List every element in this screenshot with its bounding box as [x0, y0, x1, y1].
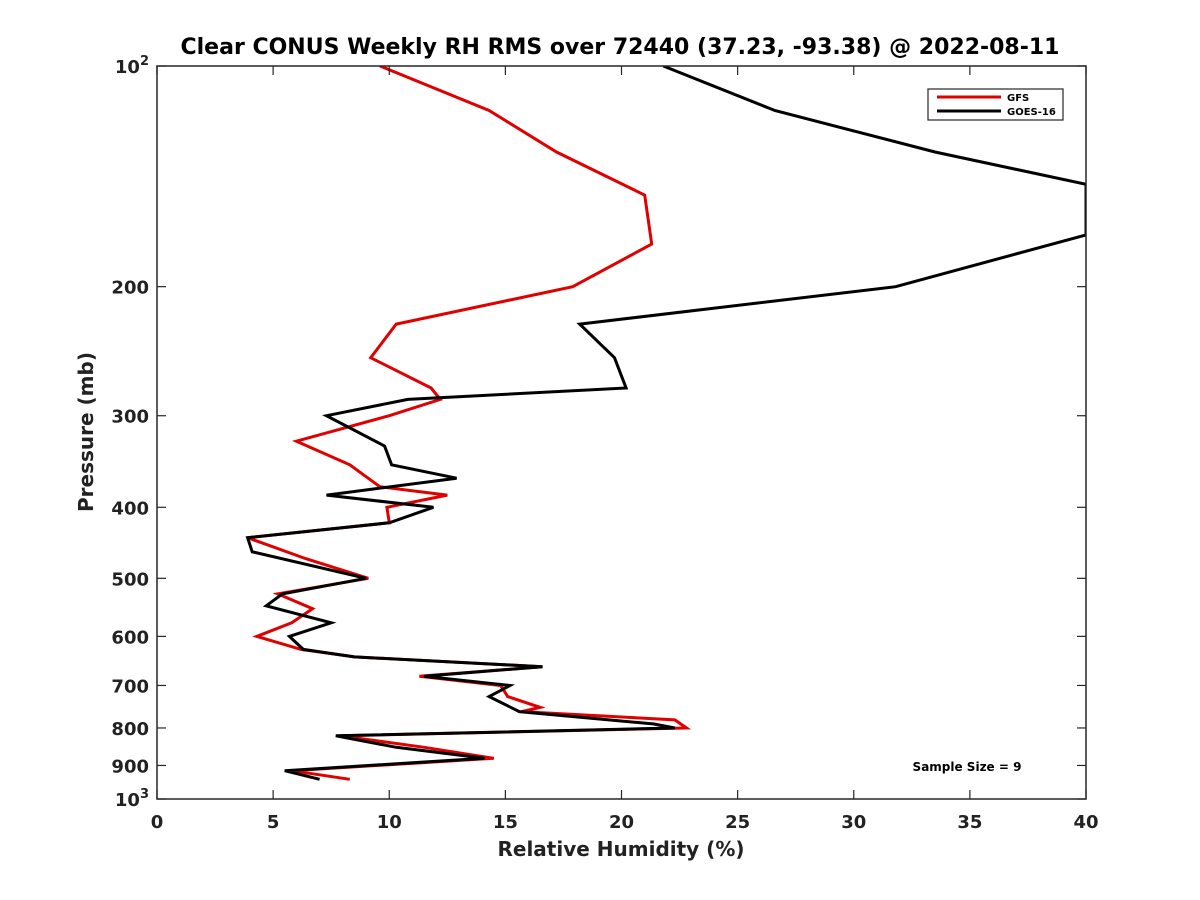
- y-tick-label: 600: [111, 627, 149, 648]
- y-tick-label: 200: [111, 278, 149, 299]
- x-tick-label: 40: [1073, 812, 1098, 833]
- legend: GFS GOES-16: [927, 88, 1064, 121]
- series-line-goes16: [245, 66, 1086, 781]
- x-tick-label: 25: [725, 812, 750, 833]
- x-tick-label: 35: [957, 812, 982, 833]
- x-axis: 0 5 10 15 20 25 30 35 40: [151, 66, 1099, 833]
- y-tick-label: 400: [111, 498, 149, 519]
- series-line-gfs: [247, 66, 692, 781]
- y-axis-label: Pressure (mb): [74, 352, 98, 512]
- y-tick-label: 102: [115, 54, 149, 78]
- chart-title: Clear CONUS Weekly RH RMS over 72440 (37…: [181, 35, 1060, 60]
- x-tick-label: 15: [493, 812, 518, 833]
- x-tick-label: 30: [841, 812, 866, 833]
- x-tick-label: 10: [377, 812, 402, 833]
- y-tick-label: 500: [111, 569, 149, 590]
- plot-lines: [245, 66, 1086, 781]
- x-tick-label: 20: [609, 812, 634, 833]
- x-tick-label: 0: [151, 812, 164, 833]
- x-tick-label: 5: [267, 812, 280, 833]
- sample-size-annotation: Sample Size = 9: [913, 760, 1022, 774]
- y-tick-label: 900: [111, 756, 149, 777]
- legend-label-goes16: GOES-16: [1007, 107, 1056, 118]
- legend-label-gfs: GFS: [1007, 93, 1029, 104]
- y-tick-label: 800: [111, 719, 149, 740]
- y-tick-label: 700: [111, 676, 149, 697]
- y-tick-label: 300: [111, 407, 149, 428]
- x-axis-label: Relative Humidity (%): [497, 837, 744, 861]
- y-axis: 102 200 300 400 500 600 700 800 900 103: [111, 54, 1086, 811]
- legend-box: [927, 88, 1064, 121]
- y-tick-label: 103: [115, 787, 149, 811]
